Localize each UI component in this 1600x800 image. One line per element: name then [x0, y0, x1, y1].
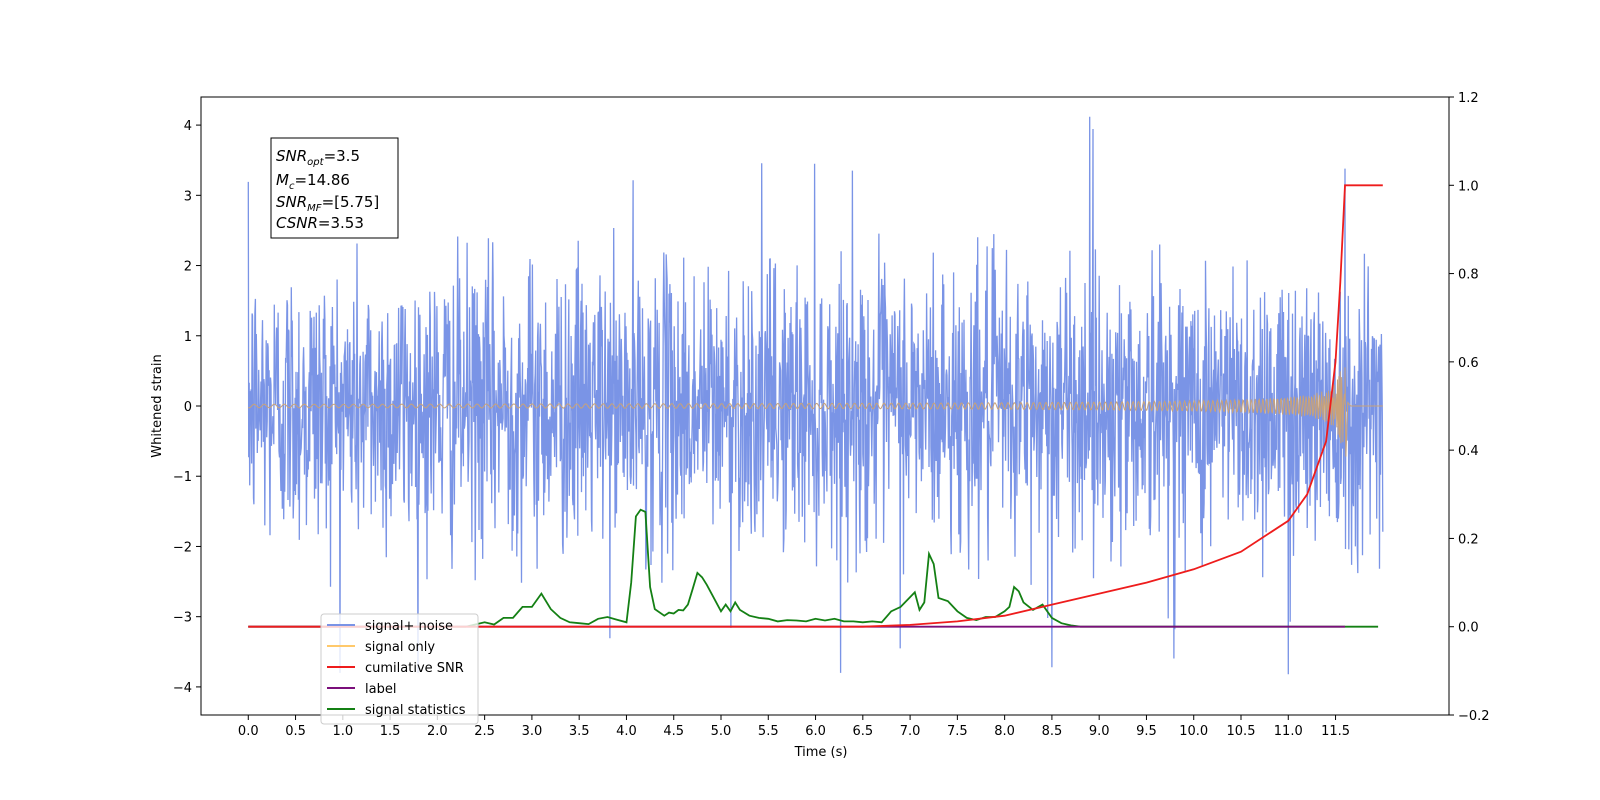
- y2-tick-label: −0.2: [1458, 709, 1490, 724]
- x-tick-label: 0.0: [238, 724, 259, 739]
- series-line-signal-only: [248, 367, 1383, 457]
- legend-frame: [320, 613, 479, 725]
- annotation-box-frame: [270, 137, 399, 239]
- y-tick-label: −2: [173, 540, 192, 555]
- series-line-signal-statistics: [248, 508, 1379, 628]
- y-tick-label: −4: [173, 681, 192, 696]
- y2-tick-label: 0.2: [1458, 532, 1479, 547]
- annotation-snr-mf-value: [5.75]: [334, 193, 379, 211]
- y-axis-label: Whitened strain: [150, 354, 165, 457]
- x-tick-label: 0.5: [285, 724, 306, 739]
- x-tick-label: 2.0: [427, 724, 448, 739]
- y-tick-label: 2: [184, 260, 192, 275]
- x-axis: 0.0 0.5 1.0 1.5 2.0 2.5 3.0 3.5 4.0 4.5 5.0 5.5 6.0 6…: [238, 715, 1350, 739]
- annotation-snr-opt: SNRopt=3.5: [276, 147, 360, 168]
- x-tick-label: 3.5: [569, 724, 590, 739]
- x-tick-label: 10.5: [1227, 724, 1256, 739]
- y2-tick-label: 0.0: [1458, 621, 1479, 636]
- x-tick-label: 8.0: [994, 724, 1015, 739]
- x-tick-label: 3.0: [522, 724, 543, 739]
- x-tick-label: 9.0: [1089, 724, 1110, 739]
- legend-label-cumulative-snr: cumilative SNR: [365, 661, 464, 676]
- y-tick-label: 0: [184, 400, 192, 415]
- annotation-csnr: CSNR=3.53: [276, 214, 364, 232]
- annotation-csnr-value: 3.53: [331, 214, 364, 232]
- y2-tick-label: 0.4: [1458, 444, 1479, 459]
- x-tick-label: 4.0: [616, 724, 637, 739]
- y2-tick-label: 1.0: [1458, 179, 1479, 194]
- x-tick-label: 6.5: [852, 724, 873, 739]
- y-tick-label: 1: [184, 330, 192, 345]
- legend-label-signal-statistics: signal statistics: [365, 703, 466, 718]
- x-tick-label: 1.0: [332, 724, 353, 739]
- x-tick-label: 11.5: [1321, 724, 1350, 739]
- annotation-mc-value: 14.86: [307, 171, 350, 189]
- x-tick-label: 4.5: [663, 724, 684, 739]
- y-tick-label: −3: [173, 611, 192, 626]
- legend-label-signal-noise: signal+ noise: [365, 619, 453, 634]
- y-tick-label: 4: [184, 119, 192, 134]
- x-tick-label: 5.0: [711, 724, 732, 739]
- annotation-snr-opt-value: 3.5: [336, 147, 360, 165]
- x-tick-label: 1.5: [380, 724, 401, 739]
- legend-label-signal-only: signal only: [365, 640, 435, 655]
- y2-tick-label: 0.6: [1458, 356, 1479, 371]
- x-tick-label: 2.5: [474, 724, 495, 739]
- x-tick-label: 7.5: [947, 724, 968, 739]
- y-tick-label: 3: [184, 189, 192, 204]
- legend: signal+ noise signal only cumilative SNR…: [320, 613, 479, 725]
- x-tick-label: 8.5: [1042, 724, 1063, 739]
- x-tick-label: 9.5: [1136, 724, 1157, 739]
- y2-tick-label: 0.8: [1458, 268, 1479, 283]
- x-tick-label: 11.0: [1274, 724, 1303, 739]
- annotation-snr-mf: SNRMF=[5.75]: [276, 193, 379, 214]
- annotation-box: SNRopt=3.5 Mc=14.86 SNRMF=[5.75] CSNR=3.…: [270, 137, 399, 239]
- y-axis-right: −0.2 0.0 0.2 0.4 0.6 0.8 1.0 1.2: [1449, 91, 1490, 724]
- x-axis-label: Time (s): [794, 745, 848, 760]
- series-line-cumulative-snr: [248, 184, 1383, 628]
- annotation-mc: Mc=14.86: [276, 171, 350, 192]
- y-tick-label: −1: [173, 470, 192, 485]
- x-tick-label: 6.0: [805, 724, 826, 739]
- legend-label-label: label: [365, 682, 396, 697]
- x-tick-label: 10.0: [1179, 724, 1208, 739]
- y2-tick-label: 1.2: [1458, 91, 1479, 106]
- series-line-signal-noise: [247, 116, 1384, 675]
- y-axis-left: −4 −3 −2 −1 0 1 2 3 4: [173, 119, 201, 696]
- x-tick-label: 5.5: [758, 724, 779, 739]
- x-tick-label: 7.0: [900, 724, 921, 739]
